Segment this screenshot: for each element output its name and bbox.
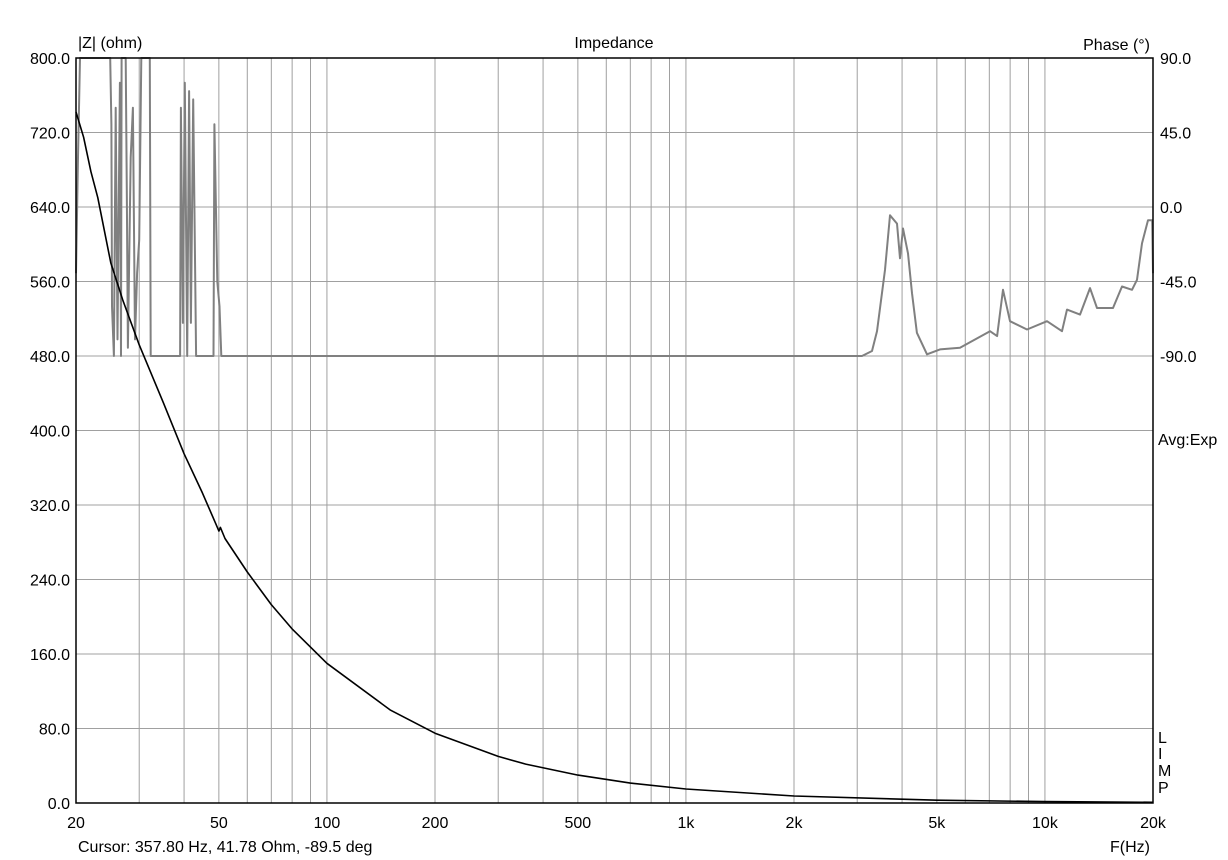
x-tick-label: 5k: [928, 815, 946, 832]
x-axis-label: F(Hz): [1110, 839, 1150, 856]
limp-letter: P: [1158, 780, 1169, 797]
x-tick-label: 50: [210, 815, 228, 832]
y-tick-label: 0.0: [48, 796, 70, 813]
x-tick-label: 20: [67, 815, 85, 832]
y-tick-label: 480.0: [30, 349, 70, 366]
cursor-readout: Cursor: 357.80 Hz, 41.78 Ohm, -89.5 deg: [78, 839, 372, 856]
y-tick-label: 560.0: [30, 275, 70, 292]
y-tick-label: 640.0: [30, 200, 70, 217]
avg-label: Avg:Exp: [1158, 432, 1217, 449]
y-tick-label: 400.0: [30, 424, 70, 441]
y-tick-label: 80.0: [39, 722, 70, 739]
y-axis-label: |Z| (ohm): [78, 35, 142, 52]
x-tick-label: 500: [565, 815, 592, 832]
limp-letter: M: [1158, 763, 1171, 780]
grid: [75, 57, 1154, 804]
y2-tick-label: 0.0: [1160, 200, 1182, 217]
x-tick-label: 100: [314, 815, 341, 832]
y-tick-label: 800.0: [30, 51, 70, 68]
y2-tick-label: -45.0: [1160, 275, 1197, 292]
y-tick-label: 160.0: [30, 647, 70, 664]
x-tick-label: 2k: [786, 815, 804, 832]
x-tick-label: 20k: [1140, 815, 1167, 832]
y-tick-label: 240.0: [30, 573, 70, 590]
chart-title: Impedance: [574, 35, 653, 52]
impedance-curve: [75, 111, 1154, 804]
y2-tick-label: -90.0: [1160, 349, 1197, 366]
x-tick-label: 1k: [677, 815, 695, 832]
tick-labels: 0.0 80.0 160.0 240.0 320.0 400.0 480.0 560.0 640…: [30, 51, 1197, 832]
plot-frame: [75, 57, 1154, 804]
y2-tick-label: 90.0: [1160, 51, 1191, 68]
limp-letter: I: [1158, 746, 1162, 763]
x-tick-label: 200: [422, 815, 449, 832]
y2-axis-label: Phase (°): [1083, 37, 1150, 54]
limp-letter: L: [1158, 730, 1167, 747]
y2-tick-label: 45.0: [1160, 126, 1191, 143]
y-tick-label: 320.0: [30, 498, 70, 515]
x-tick-label: 10k: [1032, 815, 1059, 832]
y-tick-label: 720.0: [30, 126, 70, 143]
